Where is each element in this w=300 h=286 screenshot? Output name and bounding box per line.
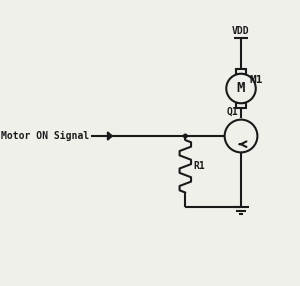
Circle shape xyxy=(226,74,256,103)
Circle shape xyxy=(225,120,257,152)
Circle shape xyxy=(184,134,187,138)
Text: M1: M1 xyxy=(249,75,263,85)
Bar xyxy=(236,103,246,108)
Bar xyxy=(236,69,246,74)
Polygon shape xyxy=(107,132,112,140)
Text: Motor ON Signal: Motor ON Signal xyxy=(2,131,89,141)
Text: VDD: VDD xyxy=(232,26,250,36)
Text: R1: R1 xyxy=(194,161,205,171)
Text: Q1: Q1 xyxy=(226,106,238,116)
Text: M: M xyxy=(237,82,245,96)
